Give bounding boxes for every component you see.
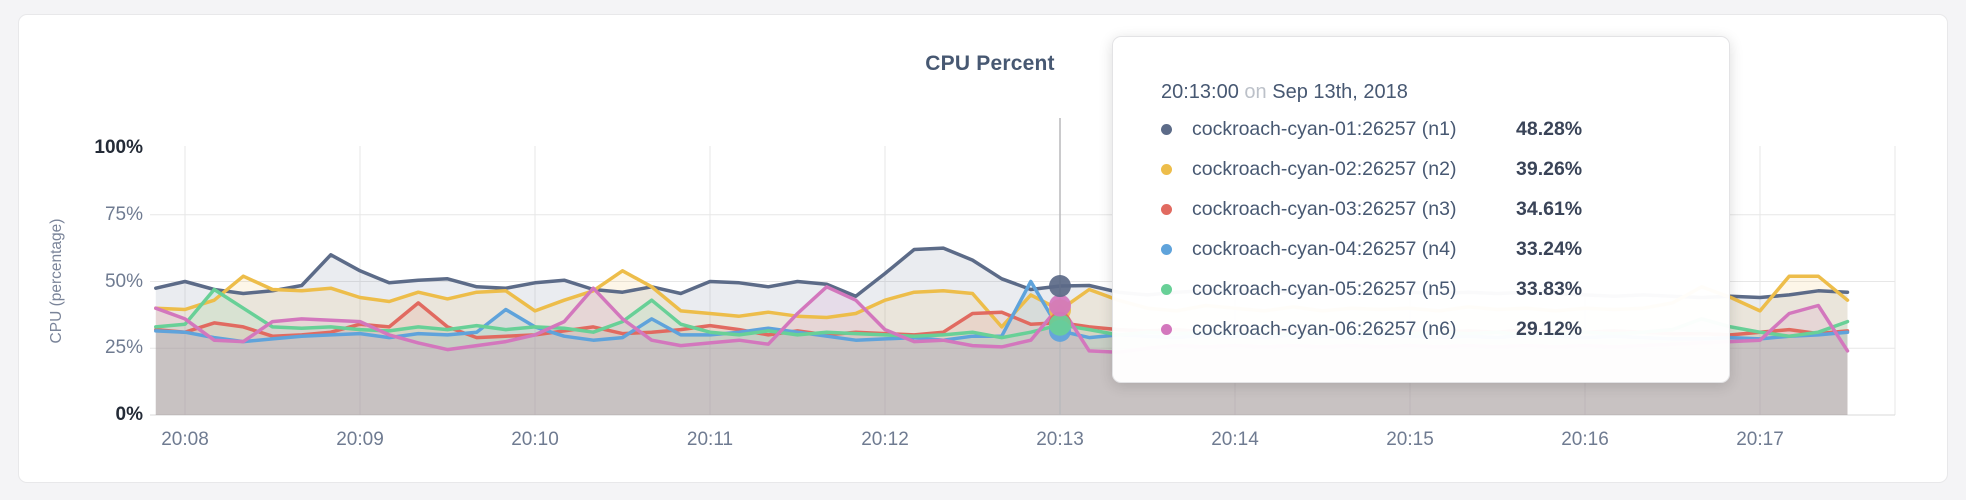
series-area-n5 <box>155 289 1848 415</box>
tooltip-row: cockroach-cyan-06:26257 (n6) 29.12% <box>1161 309 1729 349</box>
hover-marker-n1 <box>1049 275 1071 298</box>
series-value: 34.61% <box>1516 197 1583 220</box>
series-color-dot <box>1161 323 1172 335</box>
x-tick-label: 20:10 <box>511 429 559 450</box>
x-tick-label: 20:13 <box>1036 429 1084 450</box>
series-value: 29.12% <box>1516 317 1583 340</box>
series-color-dot <box>1161 243 1172 255</box>
tooltip-time: 20:13:00 <box>1161 81 1239 103</box>
y-tick-label: 25% <box>104 337 143 359</box>
hover-tooltip: 20:13:00 on Sep 13th, 2018 cockroach-cya… <box>1112 36 1730 383</box>
x-tick-label: 20:09 <box>336 429 384 450</box>
x-tick-label: 20:15 <box>1386 429 1434 450</box>
series-color-dot <box>1161 163 1172 175</box>
tooltip-row: cockroach-cyan-01:26257 (n1) 48.28% <box>1161 109 1729 149</box>
series-label: cockroach-cyan-04:26257 (n4) <box>1192 237 1457 260</box>
series-value: 48.28% <box>1516 117 1583 140</box>
series-label: cockroach-cyan-06:26257 (n6) <box>1192 317 1457 340</box>
series-label: cockroach-cyan-05:26257 (n5) <box>1192 277 1457 300</box>
chart-title: CPU Percent <box>925 52 1055 75</box>
series-value: 33.24% <box>1516 237 1583 260</box>
x-tick-label: 20:11 <box>686 429 734 450</box>
tooltip-rows: cockroach-cyan-01:26257 (n1) 48.28% cockro… <box>1161 109 1729 349</box>
y-tick-label: 100% <box>94 137 143 158</box>
y-tick-label: 0% <box>115 404 143 425</box>
tooltip-row: cockroach-cyan-04:26257 (n4) 33.24% <box>1161 229 1729 269</box>
y-tick-label: 75% <box>104 203 143 225</box>
series-value: 39.26% <box>1516 157 1583 180</box>
tooltip-row: cockroach-cyan-05:26257 (n5) 33.83% <box>1161 269 1729 309</box>
tooltip-row: cockroach-cyan-03:26257 (n3) 34.61% <box>1161 189 1729 229</box>
x-tick-label: 20:17 <box>1736 429 1784 450</box>
tooltip-connector: on <box>1244 81 1267 103</box>
tooltip-row: cockroach-cyan-02:26257 (n2) 39.26% <box>1161 149 1729 189</box>
x-tick-label: 20:16 <box>1561 429 1609 450</box>
series-label: cockroach-cyan-01:26257 (n1) <box>1192 117 1457 140</box>
x-tick-label: 20:08 <box>161 429 209 450</box>
tooltip-header: 20:13:00 on Sep 13th, 2018 <box>1161 81 1729 109</box>
x-tick-label: 20:12 <box>861 429 909 450</box>
series-label: cockroach-cyan-03:26257 (n3) <box>1192 197 1457 220</box>
series-color-dot <box>1161 123 1172 135</box>
series-color-dot <box>1161 283 1172 295</box>
series-value: 33.83% <box>1516 277 1583 300</box>
series-label: cockroach-cyan-02:26257 (n2) <box>1192 157 1457 180</box>
hover-marker-n5 <box>1049 313 1071 336</box>
y-tick-label: 50% <box>104 270 143 292</box>
x-tick-label: 20:14 <box>1211 429 1259 450</box>
series-color-dot <box>1161 203 1172 215</box>
hover-marker-n6 <box>1049 294 1071 317</box>
tooltip-date: Sep 13th, 2018 <box>1272 81 1408 103</box>
